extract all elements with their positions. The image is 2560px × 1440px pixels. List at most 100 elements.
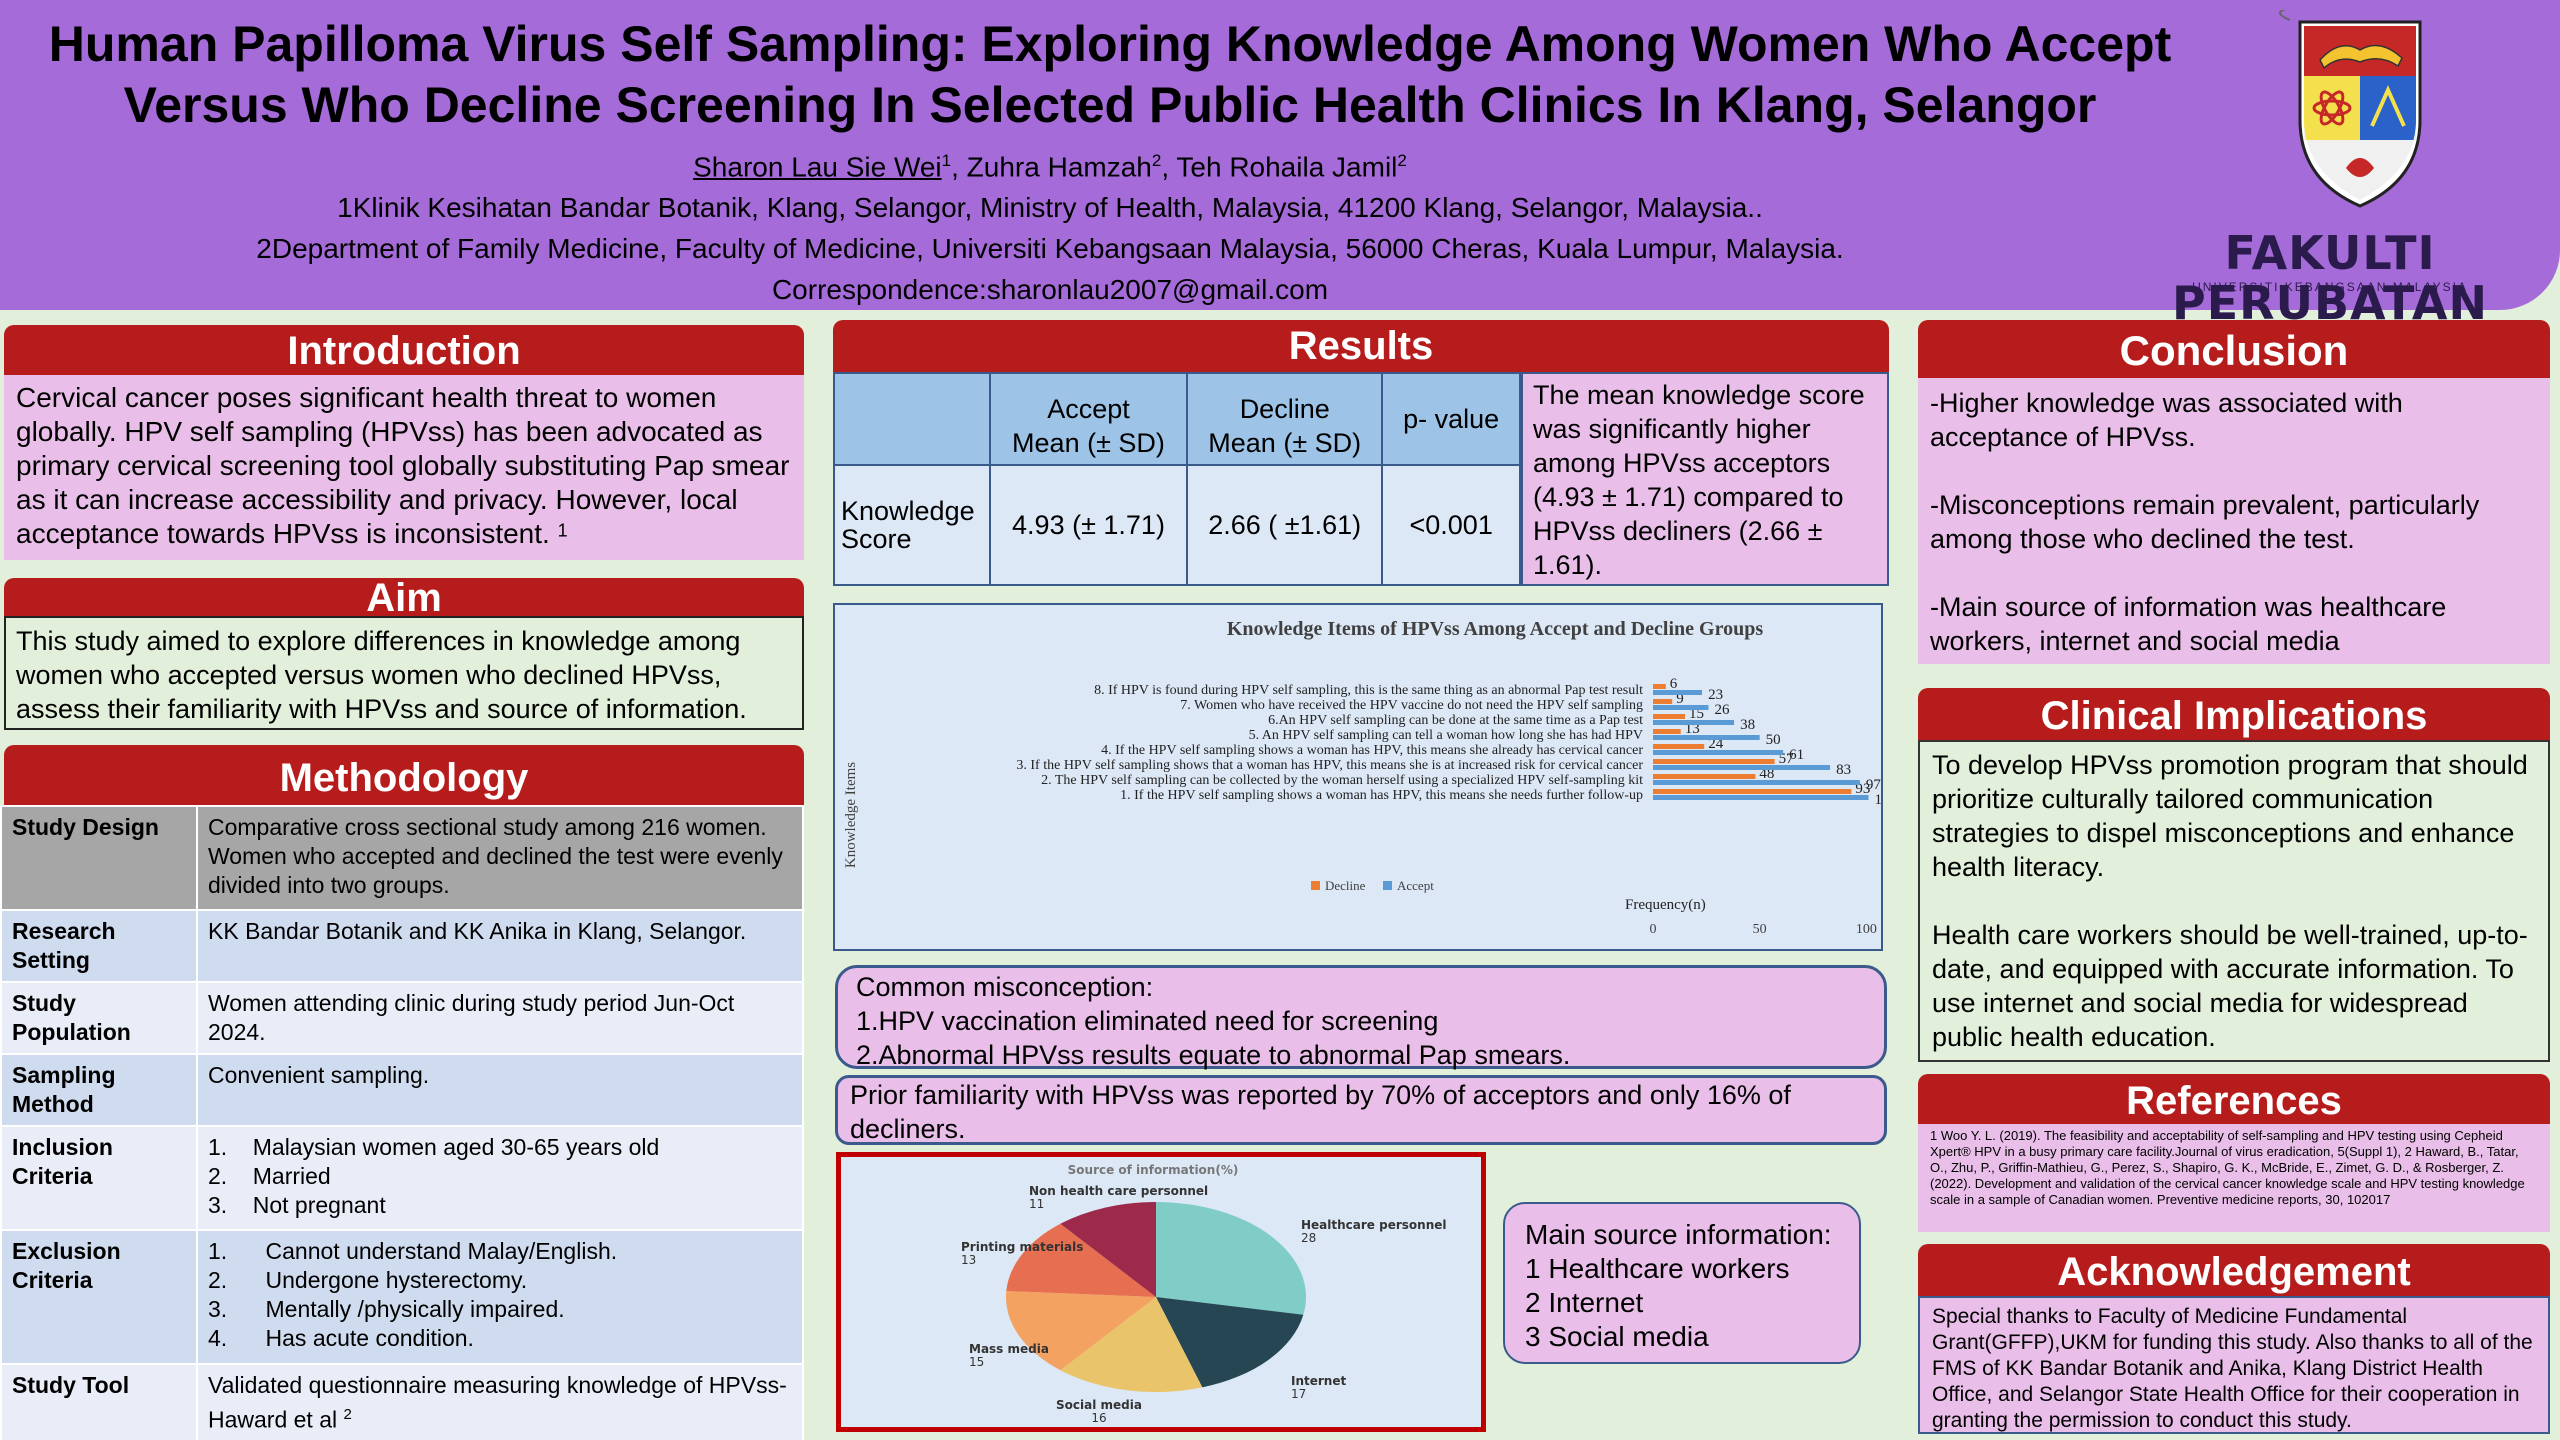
- bar-decline: [1653, 774, 1756, 779]
- inclusion-item: 3. Not pregnant: [208, 1192, 386, 1218]
- crest-icon: [2279, 7, 2422, 208]
- author-2: , Zuhra Hamzah: [951, 151, 1152, 183]
- author-1: Sharon Lau Sie Wei: [693, 151, 942, 183]
- method-value: Women attending clinic during study peri…: [196, 981, 804, 1055]
- pie-slice: [1006, 1291, 1156, 1371]
- method-value: Convenient sampling.: [196, 1053, 804, 1127]
- main-source-item: 2 Internet: [1525, 1287, 1644, 1318]
- clinical-point: Health care workers should be well-train…: [1932, 920, 2528, 1052]
- introduction-text: Cervical cancer poses significant health…: [16, 382, 790, 549]
- tool-sup: 2: [343, 1406, 352, 1423]
- data-label-decline: 9: [1676, 691, 1684, 707]
- author-1-sup: 1: [941, 151, 952, 170]
- pie-slice: [1156, 1297, 1304, 1388]
- main-source-item: 1 Healthcare workers: [1525, 1253, 1790, 1284]
- legend-label-accept: Accept: [1397, 878, 1434, 893]
- category-label: 6.An HPV self sampling can be done at th…: [1268, 713, 1643, 728]
- results-table-row: Knowledge Score 4.93 (± 1.71) 2.66 ( ±1.…: [833, 464, 1521, 586]
- pie-slice: [1006, 1223, 1156, 1297]
- data-label-accept: 83: [1836, 762, 1851, 778]
- category-label: 3. If the HPV self sampling shows that a…: [1016, 758, 1643, 773]
- method-label: Study Tool: [0, 1363, 198, 1440]
- bar-decline: [1653, 699, 1673, 704]
- method-value: Validated questionnaire measuring knowle…: [196, 1363, 804, 1440]
- results-corner-cell: [833, 372, 991, 466]
- bar-accept: [1653, 765, 1831, 770]
- author-list: Sharon Lau Sie Wei1, Zuhra Hamzah 2, Teh …: [0, 140, 2100, 187]
- category-label: 8. If HPV is found during HPV self sampl…: [1094, 683, 1643, 698]
- main-source-item: 3 Social media: [1525, 1321, 1709, 1352]
- results-heading: Results: [833, 320, 1889, 372]
- source-pie-chart: Source of information(%) Healthcare perso…: [961, 1163, 1447, 1425]
- main-source-box: Main source information: 1 Healthcare wo…: [1503, 1202, 1861, 1364]
- clinical-heading: Clinical Implications: [1918, 688, 2550, 740]
- method-label: Inclusion Criteria: [0, 1125, 198, 1231]
- bar-accept: [1653, 780, 1860, 785]
- legend-swatch-decline: [1311, 881, 1320, 890]
- misconception-box: Common misconception: 1.HPV vaccination …: [835, 965, 1887, 1070]
- results-table-header: Accept Mean (± SD) Decline Mean (± SD) p…: [833, 372, 1521, 466]
- title-line-2: Versus Who Decline Screening In Selected…: [123, 77, 2097, 133]
- y-axis-label: Knowledge Items: [843, 762, 859, 868]
- x-tick-label: 50: [1753, 922, 1767, 937]
- exclusion-item: 3. Mentally /physically impaired.: [208, 1296, 565, 1322]
- introduction-heading: Introduction: [4, 325, 804, 375]
- misconception-title: Common misconception:: [856, 972, 1154, 1002]
- conclusion-point: -Higher knowledge was associated with ac…: [1930, 388, 2403, 452]
- author-3: , Teh Rohaila Jamil: [1161, 151, 1398, 183]
- conclusion-body: -Higher knowledge was associated with ac…: [1918, 378, 2550, 664]
- pie-slice-label: Mass media: [969, 1342, 1049, 1356]
- pie-slice-value: 15: [969, 1355, 984, 1369]
- conclusion-point: -Main source of information was healthca…: [1930, 592, 2447, 656]
- x-tick-label: 0: [1650, 922, 1657, 937]
- bar-accept: [1653, 795, 1869, 800]
- results-summary: The mean knowledge score was significant…: [1521, 372, 1889, 586]
- category-label: 1. If the HPV self sampling shows a woma…: [1120, 788, 1643, 803]
- bar-decline: [1653, 714, 1685, 719]
- pie-slice-value: 13: [961, 1253, 976, 1267]
- clinical-point: To develop HPVss promotion program that …: [1932, 750, 2528, 882]
- data-label-accept: 101: [1874, 792, 1881, 808]
- method-label: Research Setting: [0, 909, 198, 983]
- col-accept-header: Accept Mean (± SD): [988, 372, 1189, 466]
- row-label: Knowledge Score: [833, 464, 991, 586]
- aim-text: This study aimed to explore differences …: [16, 626, 747, 724]
- bar-accept: [1653, 705, 1709, 710]
- inclusion-item: 1. Malaysian women aged 30-65 years old: [208, 1134, 660, 1160]
- clinical-body: To develop HPVss promotion program that …: [1918, 740, 2550, 1062]
- bar-accept: [1653, 690, 1703, 695]
- legend-label-decline: Decline: [1325, 878, 1366, 893]
- tool-text: Validated questionnaire measuring knowle…: [208, 1372, 787, 1433]
- method-row-setting: Research Setting KK Bandar Botanik and K…: [0, 909, 804, 983]
- pie-slice-label: Non health care personnel: [1029, 1184, 1208, 1198]
- author-3-sup: 2: [1397, 151, 1407, 170]
- exclusion-item: 1. Cannot understand Malay/English.: [208, 1238, 618, 1264]
- bar-decline: [1653, 759, 1775, 764]
- method-value: KK Bandar Botanik and KK Anika in Klang,…: [196, 909, 804, 983]
- faculty-logo: [2230, 7, 2490, 210]
- method-row-sampling: Sampling Method Convenient sampling.: [0, 1053, 804, 1127]
- main-source-title: Main source information:: [1525, 1219, 1832, 1250]
- bar-chart-panel: Knowledge Items of HPVss Among Accept an…: [833, 603, 1984, 951]
- category-label: 4. If the HPV self sampling shows a woma…: [1101, 743, 1643, 758]
- pie-slice-label: Social media: [1056, 1398, 1142, 1412]
- chart-title: Knowledge Items of HPVss Among Accept an…: [1227, 618, 1764, 640]
- logo-wordmark: FAKULTI PERUBATAN: [2172, 226, 2488, 330]
- methodology-table-wrap: Study Design Comparative cross sectional…: [0, 805, 804, 1440]
- pie-chart-panel: Source of information(%) Healthcare perso…: [836, 1152, 1486, 1432]
- acknowledgement-heading: Acknowledgement: [1918, 1244, 2550, 1296]
- data-label-accept: 50: [1766, 732, 1781, 748]
- pie-slice: [1156, 1202, 1306, 1315]
- p-value: <0.001: [1381, 464, 1521, 586]
- authors-block: Sharon Lau Sie Wei1, Zuhra Hamzah 2, Teh …: [0, 140, 2100, 310]
- introduction-ref: 1: [557, 520, 568, 541]
- method-row-exclusion: Exclusion Criteria 1. Cannot understand …: [0, 1229, 804, 1365]
- title-line-1: Human Papilloma Virus Self Sampling: Exp…: [48, 16, 2172, 72]
- knowledge-bar-chart: Knowledge Items of HPVss Among Accept an…: [843, 618, 1984, 937]
- category-label: 7. Women who have received the HPV vacci…: [1180, 698, 1643, 713]
- exclusion-item: 2. Undergone hysterectomy.: [208, 1267, 528, 1293]
- x-tick-label: 100: [1856, 922, 1877, 937]
- methodology-table: Study Design Comparative cross sectional…: [0, 805, 804, 1440]
- method-row-population: Study Population Women attending clinic …: [0, 981, 804, 1055]
- category-label: 2. The HPV self sampling can be collecte…: [1041, 773, 1643, 788]
